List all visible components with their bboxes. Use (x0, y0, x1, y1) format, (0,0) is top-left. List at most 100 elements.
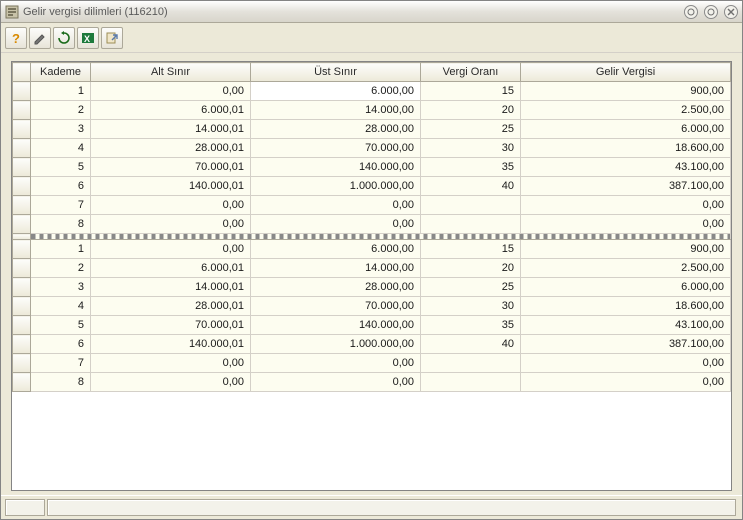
table-row[interactable]: 80,000,000,00 (13, 373, 731, 392)
table-row[interactable]: 26.000,0114.000,00202.500,00 (13, 101, 731, 120)
cell-ust[interactable]: 140.000,00 (251, 316, 421, 335)
cell-ust[interactable]: 6.000,00 (251, 240, 421, 259)
table-row[interactable]: 6140.000,011.000.000,0040387.100,00 (13, 177, 731, 196)
table-row[interactable]: 70,000,000,00 (13, 196, 731, 215)
cell-kademe[interactable]: 6 (31, 177, 91, 196)
cell-alt[interactable]: 0,00 (91, 373, 251, 392)
cell-kademe[interactable]: 5 (31, 158, 91, 177)
cell-alt[interactable]: 140.000,01 (91, 335, 251, 354)
cell-vergi[interactable]: 900,00 (521, 240, 731, 259)
cell-oran[interactable]: 35 (421, 158, 521, 177)
cell-vergi[interactable]: 0,00 (521, 196, 731, 215)
cell-alt[interactable]: 0,00 (91, 240, 251, 259)
cell-oran[interactable]: 15 (421, 82, 521, 101)
table-row[interactable]: 428.000,0170.000,003018.600,00 (13, 297, 731, 316)
cell-vergi[interactable]: 0,00 (521, 215, 731, 234)
table-row[interactable]: 10,006.000,0015900,00 (13, 82, 731, 101)
cell-kademe[interactable]: 2 (31, 259, 91, 278)
excel-button[interactable]: X (77, 27, 99, 49)
cell-oran[interactable]: 20 (421, 101, 521, 120)
table-row[interactable]: 10,006.000,0015900,00 (13, 240, 731, 259)
cell-kademe[interactable]: 3 (31, 278, 91, 297)
cell-ust[interactable]: 70.000,00 (251, 297, 421, 316)
cell-vergi[interactable]: 0,00 (521, 373, 731, 392)
cell-kademe[interactable]: 3 (31, 120, 91, 139)
cell-kademe[interactable]: 7 (31, 354, 91, 373)
cell-kademe[interactable]: 1 (31, 82, 91, 101)
cell-ust[interactable]: 140.000,00 (251, 158, 421, 177)
cell-ust[interactable]: 6.000,00 (251, 82, 421, 101)
table-row[interactable]: 70,000,000,00 (13, 354, 731, 373)
cell-oran[interactable]: 30 (421, 297, 521, 316)
cell-oran[interactable]: 30 (421, 139, 521, 158)
cell-alt[interactable]: 14.000,01 (91, 120, 251, 139)
cell-vergi[interactable]: 387.100,00 (521, 177, 731, 196)
export-button[interactable] (101, 27, 123, 49)
cell-oran[interactable]: 35 (421, 316, 521, 335)
cell-ust[interactable]: 0,00 (251, 215, 421, 234)
table-row[interactable]: 570.000,01140.000,003543.100,00 (13, 316, 731, 335)
refresh-button[interactable] (53, 27, 75, 49)
cell-ust[interactable]: 70.000,00 (251, 139, 421, 158)
cell-oran[interactable]: 25 (421, 278, 521, 297)
cell-vergi[interactable]: 6.000,00 (521, 278, 731, 297)
cell-kademe[interactable]: 8 (31, 373, 91, 392)
cell-oran[interactable]: 20 (421, 259, 521, 278)
cell-vergi[interactable]: 18.600,00 (521, 139, 731, 158)
cell-oran[interactable]: 25 (421, 120, 521, 139)
cell-alt[interactable]: 70.000,01 (91, 316, 251, 335)
table-row[interactable]: 428.000,0170.000,003018.600,00 (13, 139, 731, 158)
cell-kademe[interactable]: 1 (31, 240, 91, 259)
cell-alt[interactable]: 28.000,01 (91, 297, 251, 316)
col-vergi-orani[interactable]: Vergi Oranı (421, 63, 521, 82)
cell-alt[interactable]: 6.000,01 (91, 259, 251, 278)
cell-ust[interactable]: 14.000,00 (251, 101, 421, 120)
close-button[interactable] (724, 5, 738, 19)
cell-oran[interactable]: 40 (421, 335, 521, 354)
cell-ust[interactable]: 0,00 (251, 196, 421, 215)
cell-oran[interactable]: 40 (421, 177, 521, 196)
help-button[interactable]: ? (5, 27, 27, 49)
cell-alt[interactable]: 0,00 (91, 215, 251, 234)
cell-alt[interactable]: 0,00 (91, 196, 251, 215)
cell-ust[interactable]: 1.000.000,00 (251, 177, 421, 196)
cell-kademe[interactable]: 4 (31, 297, 91, 316)
cell-vergi[interactable]: 2.500,00 (521, 101, 731, 120)
cell-vergi[interactable]: 2.500,00 (521, 259, 731, 278)
cell-alt[interactable]: 0,00 (91, 354, 251, 373)
cell-vergi[interactable]: 6.000,00 (521, 120, 731, 139)
col-gelir-vergisi[interactable]: Gelir Vergisi (521, 63, 731, 82)
cell-kademe[interactable]: 5 (31, 316, 91, 335)
cell-vergi[interactable]: 0,00 (521, 354, 731, 373)
cell-kademe[interactable]: 8 (31, 215, 91, 234)
cell-oran[interactable] (421, 373, 521, 392)
cell-ust[interactable]: 28.000,00 (251, 278, 421, 297)
cell-vergi[interactable]: 387.100,00 (521, 335, 731, 354)
table-row[interactable]: 314.000,0128.000,00256.000,00 (13, 278, 731, 297)
cell-kademe[interactable]: 7 (31, 196, 91, 215)
table-row[interactable]: 26.000,0114.000,00202.500,00 (13, 259, 731, 278)
cell-oran[interactable]: 15 (421, 240, 521, 259)
cell-vergi[interactable]: 18.600,00 (521, 297, 731, 316)
cell-vergi[interactable]: 43.100,00 (521, 316, 731, 335)
cell-vergi[interactable]: 900,00 (521, 82, 731, 101)
cell-alt[interactable]: 70.000,01 (91, 158, 251, 177)
cell-oran[interactable] (421, 196, 521, 215)
cell-alt[interactable]: 140.000,01 (91, 177, 251, 196)
edit-button[interactable] (29, 27, 51, 49)
table-row[interactable]: 314.000,0128.000,00256.000,00 (13, 120, 731, 139)
cell-ust[interactable]: 0,00 (251, 373, 421, 392)
cell-ust[interactable]: 1.000.000,00 (251, 335, 421, 354)
table-row[interactable]: 570.000,01140.000,003543.100,00 (13, 158, 731, 177)
cell-alt[interactable]: 28.000,01 (91, 139, 251, 158)
cell-kademe[interactable]: 2 (31, 101, 91, 120)
cell-vergi[interactable]: 43.100,00 (521, 158, 731, 177)
cell-kademe[interactable]: 6 (31, 335, 91, 354)
col-kademe[interactable]: Kademe (31, 63, 91, 82)
minimize-button[interactable] (684, 5, 698, 19)
cell-alt[interactable]: 6.000,01 (91, 101, 251, 120)
cell-ust[interactable]: 14.000,00 (251, 259, 421, 278)
maximize-button[interactable] (704, 5, 718, 19)
cell-kademe[interactable]: 4 (31, 139, 91, 158)
col-ust-sinir[interactable]: Üst Sınır (251, 63, 421, 82)
